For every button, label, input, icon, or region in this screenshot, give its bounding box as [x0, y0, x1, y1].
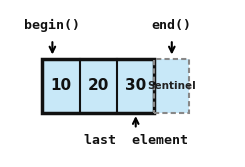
Bar: [42, 59, 79, 113]
Text: 10: 10: [50, 78, 71, 93]
Text: begin(): begin(): [24, 19, 80, 32]
Text: 30: 30: [125, 78, 146, 93]
Bar: [117, 59, 154, 113]
Bar: [80, 59, 117, 113]
Bar: [154, 59, 189, 113]
Text: 20: 20: [87, 78, 109, 93]
Text: end(): end(): [152, 19, 192, 32]
Bar: [42, 59, 154, 113]
Bar: [154, 59, 189, 113]
Text: Sentinel: Sentinel: [147, 81, 196, 91]
Text: last  element: last element: [84, 134, 188, 147]
